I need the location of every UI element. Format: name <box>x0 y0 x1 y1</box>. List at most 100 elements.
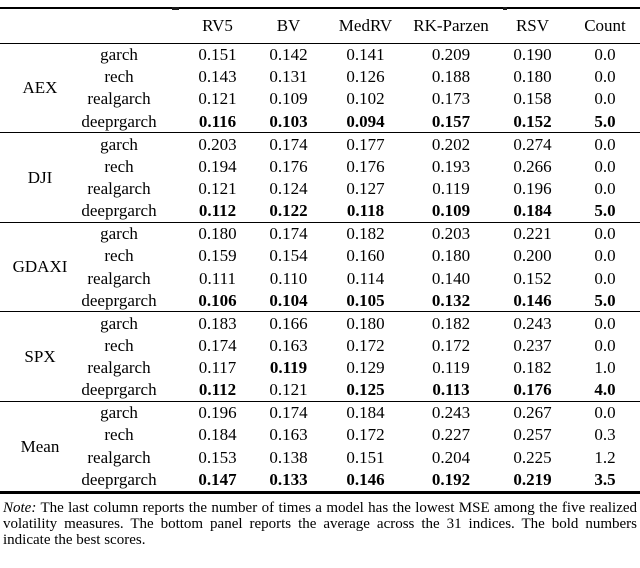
value-cell: 0.157 <box>407 110 495 134</box>
model-label: realgarch <box>87 268 151 288</box>
value-cell: 0.0 <box>594 313 616 333</box>
value-cell: 0.221 <box>513 224 552 244</box>
table-body: AEX garch 0.151 0.142 0.141 0.209 0.190 0.0 rech… <box>0 43 640 491</box>
value-cell: 0.182 <box>346 224 385 244</box>
value-cell: 0.243 <box>513 313 552 333</box>
value-cell: 0.0 <box>594 67 616 87</box>
value-cell: 0.151 <box>198 44 237 64</box>
table-row: GDAXI garch 0.180 0.174 0.182 0.203 0.221 0.0 <box>0 222 640 275</box>
column-header-rsv: RSV <box>515 16 550 36</box>
value-cell: 0.0 <box>594 335 616 355</box>
value-cell: 0.194 <box>198 156 237 176</box>
column-header-rv5: RV5 <box>202 16 233 36</box>
table-row: deeprgarch 0.106 0.104 0.105 0.132 0.146 5.0 <box>0 289 640 313</box>
table-row: rech 0.174 0.163 0.172 0.172 0.237 0.0 <box>0 334 640 356</box>
table-row: rech 0.194 0.176 0.176 0.193 0.266 0.0 <box>0 155 640 177</box>
cropped-caption-fragment <box>503 7 507 10</box>
value-cell: 0.152 <box>513 268 552 288</box>
value-cell: 1.0 <box>594 358 616 378</box>
model-label: deeprgarch <box>80 378 182 402</box>
model-label: garch <box>100 44 138 64</box>
value-cell: 0.176 <box>269 156 308 176</box>
value-cell: 0.102 <box>346 89 385 109</box>
value-cell: 0.143 <box>198 67 237 87</box>
value-cell: 0.203 <box>198 134 237 154</box>
value-cell: 0.225 <box>513 447 552 467</box>
note-label: Note: <box>3 499 37 516</box>
table-row: rech 0.184 0.163 0.172 0.227 0.257 0.3 <box>0 424 640 446</box>
value-cell: 0.138 <box>269 447 308 467</box>
model-label: realgarch <box>87 358 151 378</box>
index-group-label: AEX <box>22 78 58 98</box>
mse-results-table: RV5 BV MedRV RK-Parzen RSV Count AEX garc… <box>0 7 640 491</box>
header-empty-model <box>80 8 182 43</box>
value-cell: 5.0 <box>570 110 640 134</box>
value-cell: 0.184 <box>198 425 237 445</box>
value-cell: 0.180 <box>346 313 385 333</box>
model-label: realgarch <box>87 447 151 467</box>
value-cell: 0.176 <box>346 156 385 176</box>
value-cell: 0.125 <box>324 378 407 402</box>
table-row: realgarch 0.153 0.138 0.151 0.204 0.225 1.2 <box>0 446 640 468</box>
value-cell: 0.127 <box>346 179 385 199</box>
value-cell: 0.202 <box>431 134 471 154</box>
value-cell: 3.5 <box>594 470 616 490</box>
index-group-label: DJI <box>27 167 53 187</box>
table-row: deeprgarch 0.116 0.103 0.094 0.157 0.152 5.0 <box>0 110 640 134</box>
value-cell: 0.188 <box>431 67 471 87</box>
value-cell: 0.141 <box>346 44 385 64</box>
value-cell: 0.182 <box>431 313 471 333</box>
value-cell: 0.183 <box>198 313 237 333</box>
model-label: rech <box>104 156 134 176</box>
model-label: rech <box>104 246 134 266</box>
value-cell: 0.0 <box>594 268 616 288</box>
value-cell: 0.0 <box>594 89 616 109</box>
table-row: deeprgarch 0.112 0.122 0.118 0.109 0.184 5.0 <box>0 199 640 223</box>
table-row: DJI garch 0.203 0.174 0.177 0.202 0.274 0.0 <box>0 133 640 185</box>
value-cell: 0.122 <box>253 199 324 223</box>
table-row: realgarch 0.111 0.110 0.114 0.140 0.152 0.0 <box>0 267 640 289</box>
value-cell: 0.227 <box>431 425 471 445</box>
value-cell: 0.200 <box>513 246 552 266</box>
value-cell: 0.267 <box>513 403 552 423</box>
value-cell: 0.176 <box>495 378 570 402</box>
value-cell: 0.173 <box>431 89 471 109</box>
value-cell: 0.129 <box>346 358 385 378</box>
index-group-label: Mean <box>20 436 60 456</box>
table-row: realgarch 0.121 0.124 0.127 0.119 0.196 0.0 <box>0 177 640 199</box>
value-cell: 0.113 <box>407 378 495 402</box>
value-cell: 0.204 <box>431 447 471 467</box>
value-cell: 0.132 <box>407 289 495 313</box>
column-header-medrv: MedRV <box>338 16 393 36</box>
value-cell: 0.274 <box>513 134 552 154</box>
value-cell: 0.142 <box>269 44 308 64</box>
value-cell: 0.111 <box>199 268 236 288</box>
model-label: rech <box>104 335 134 355</box>
value-cell: 0.0 <box>594 224 616 244</box>
value-cell: 0.196 <box>513 179 552 199</box>
value-cell: 0.159 <box>198 246 237 266</box>
column-header-count: Count <box>584 16 626 36</box>
table-row: rech 0.143 0.131 0.126 0.188 0.180 0.0 <box>0 65 640 87</box>
value-cell: 0.237 <box>513 335 552 355</box>
model-label: deeprgarch <box>80 110 182 134</box>
paper-table-figure: RV5 BV MedRV RK-Parzen RSV Count AEX garc… <box>0 7 640 568</box>
value-cell: 0.126 <box>346 67 385 87</box>
value-cell: 0.112 <box>182 378 253 402</box>
value-cell: 0.146 <box>346 470 385 490</box>
table-row: SPX garch 0.183 0.166 0.180 0.182 0.243 0.0 <box>0 312 640 364</box>
value-cell: 0.163 <box>269 425 308 445</box>
value-cell: 0.140 <box>431 268 471 288</box>
value-cell: 0.153 <box>198 447 237 467</box>
model-label: garch <box>100 224 138 244</box>
model-label: realgarch <box>87 179 151 199</box>
cropped-caption-fragment <box>172 7 179 10</box>
index-group-label: SPX <box>24 346 56 366</box>
value-cell: 0.154 <box>269 246 308 266</box>
value-cell: 0.160 <box>346 246 385 266</box>
value-cell: 0.0 <box>594 179 616 199</box>
value-cell: 0.0 <box>594 156 616 176</box>
model-label: deeprgarch <box>81 470 157 490</box>
value-cell: 0.243 <box>431 403 471 423</box>
value-cell: 0.184 <box>346 403 385 423</box>
